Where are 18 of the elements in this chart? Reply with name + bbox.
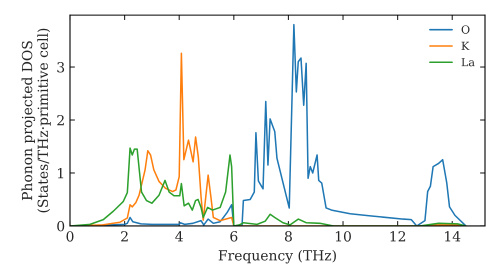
x-axis-title: Frequency (THz)	[218, 250, 336, 264]
legend-label: K	[462, 42, 470, 50]
legend-label: La	[462, 58, 475, 66]
y-tick-label: 1	[58, 168, 64, 178]
x-tick-label: 8	[284, 231, 292, 242]
line-series	[70, 147, 467, 226]
x-tick-label: 10	[336, 231, 351, 242]
x-tick-label: 14	[445, 231, 460, 242]
y-tick-label: 2	[57, 114, 64, 126]
legend-label: O	[462, 25, 470, 34]
x-tick-label: 6	[230, 231, 238, 242]
x-tick-label: 12	[390, 231, 406, 242]
y-tick-label: 3	[57, 62, 64, 73]
y-axis-title: Phonon projected DOS (States/THz·primitive cell)	[22, 28, 51, 212]
x-tick-label: 4	[175, 231, 183, 242]
x-tick-label: 0	[66, 231, 74, 242]
x-tick-label: 2	[121, 231, 128, 242]
y-tick-label: 0	[57, 220, 64, 232]
